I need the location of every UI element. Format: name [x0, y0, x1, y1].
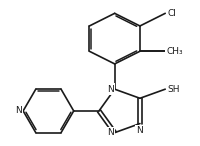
Text: N: N: [15, 106, 22, 115]
Text: N: N: [106, 128, 113, 137]
Text: N: N: [136, 126, 143, 135]
Text: CH₃: CH₃: [166, 47, 182, 56]
Text: SH: SH: [166, 85, 179, 94]
Text: N: N: [106, 85, 113, 94]
Text: Cl: Cl: [166, 9, 175, 18]
